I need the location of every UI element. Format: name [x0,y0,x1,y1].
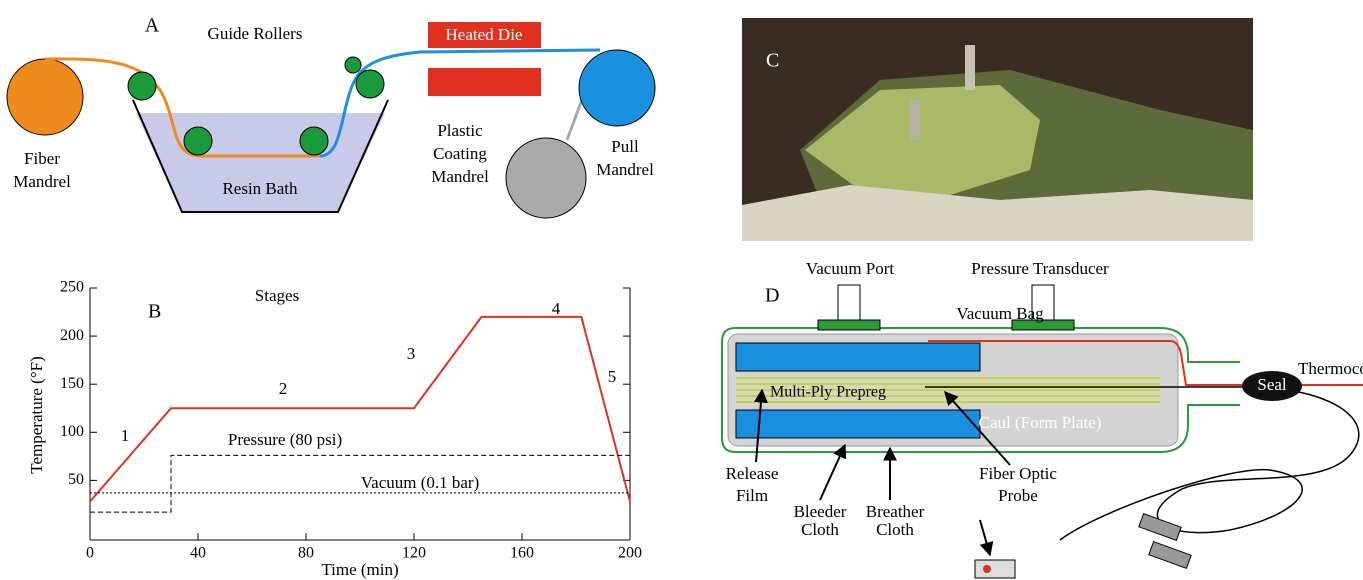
plate [736,343,980,371]
panel-label: D [765,285,779,307]
stage-label: 2 [279,379,288,398]
label: Mandrel [596,160,654,179]
port-base [818,320,880,330]
label: Fiber Optic [979,464,1057,483]
coating-mandrel [506,138,586,218]
x-tick-label: 120 [402,545,426,562]
roller [345,57,361,73]
stage-label: 3 [407,344,416,363]
x-tick-label: 160 [510,545,534,562]
label: Plastic [437,121,483,140]
connector [975,560,1015,578]
y-tick-label: 100 [60,423,84,440]
label: Resin Bath [222,179,298,198]
panel-b: B Stages Time (min) Temperature (°F) 0 40… [27,279,642,579]
led [983,565,991,573]
roller [128,72,156,100]
port [910,100,920,140]
label: Breather [866,502,925,521]
connector [1139,514,1181,541]
roller [184,127,212,155]
label: Heated Die [446,25,523,44]
y-tick-label: 250 [60,279,84,296]
stage-label: 1 [121,426,130,445]
label: Mandrel [13,172,71,191]
label: Seal [1257,375,1287,394]
label: Fiber [24,149,60,168]
label: Vacuum Port [806,259,895,278]
label: Multi-Ply Prepreg [770,384,886,401]
panel-c: C [742,18,1253,241]
panel-d: D Vacuum Port Pressure Transducer Vacuum… [722,259,1363,578]
annotation: Stages [255,286,299,305]
label: Cloth [876,520,914,539]
panel-a: A Guide Rollers Heated Die Fiber Mandrel… [7,15,655,218]
fiber-mandrel [7,59,83,135]
connector [1149,542,1191,569]
label: Mandrel [431,167,489,186]
x-tick-label: 40 [190,545,206,562]
label: Pressure Transducer [971,259,1109,278]
label: Pull [611,137,639,156]
label: Caul (Form Plate) [979,413,1102,432]
heated-die [428,68,541,96]
label: Guide Rollers [208,24,303,43]
label: Release [726,464,779,483]
pull-mandrel [579,50,655,126]
label: Film [736,486,768,505]
panel-label: C [766,50,779,72]
roller [356,70,384,98]
label: Coating [433,144,487,163]
port [838,285,860,321]
series-label: Vacuum (0.1 bar) [361,473,480,492]
y-axis-title: Temperature (°F) [27,356,46,473]
figure: A Guide Rollers Heated Die Fiber Mandrel… [0,0,1363,580]
stage-label: 4 [552,299,561,318]
label: Probe [998,486,1038,505]
label: Vacuum Bag [956,304,1044,323]
roller [300,127,328,155]
y-tick-label: 200 [60,327,84,344]
x-axis-title: Time (min) [321,560,398,579]
label: Thermocouple [1298,359,1363,378]
x-tick-label: 200 [618,545,642,562]
y-tick-label: 150 [60,375,84,392]
port [965,45,975,90]
x-tick-label: 80 [298,545,314,562]
label: Bleeder [794,502,847,521]
panel-label: B [148,301,161,323]
y-tick-label: 50 [68,471,84,488]
panel-label: A [145,15,160,37]
x-tick-label: 0 [86,545,94,562]
label: Cloth [801,520,839,539]
series-label: Pressure (80 psi) [228,430,342,449]
plate [736,410,980,438]
stage-label: 5 [608,367,617,386]
